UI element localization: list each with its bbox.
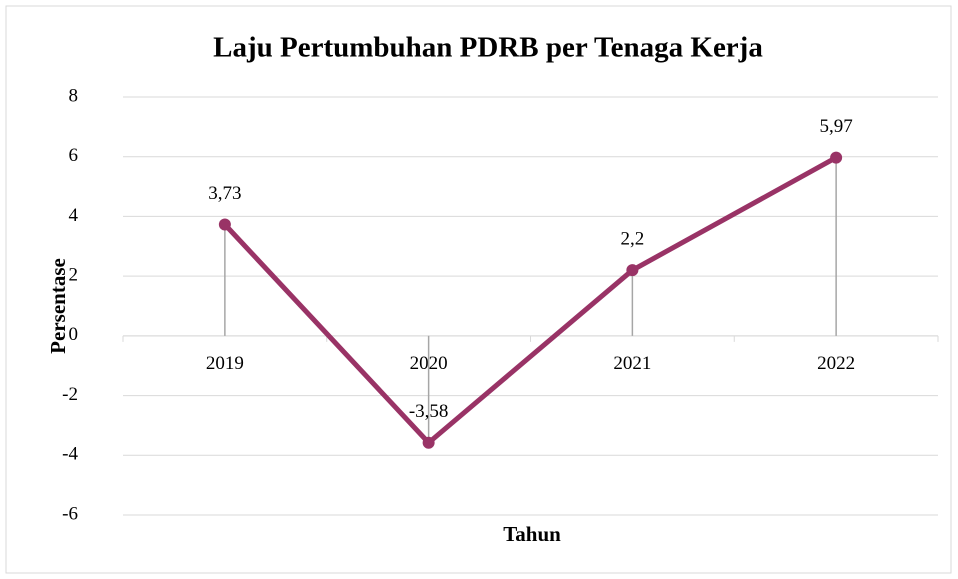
x-tick-label: 2022 (817, 353, 855, 374)
x-axis-title: Tahun (503, 522, 561, 546)
marker (626, 264, 639, 277)
y-tick-label: 0 (69, 324, 79, 345)
y-tick-label: 2 (69, 265, 79, 286)
y-axis-title: Persentase (46, 258, 70, 354)
y-tick-label: -6 (62, 503, 78, 524)
line (223, 155, 838, 446)
y-tick-label: 4 (69, 205, 79, 226)
chart-title: Laju Pertumbuhan PDRB per Tenaga Kerja (213, 32, 763, 64)
y-tick-label: -2 (62, 384, 78, 405)
x-tick-label: 2021 (613, 353, 651, 374)
data-label: 5,97 (820, 116, 853, 137)
y-tick-label: -4 (62, 444, 78, 465)
y-tick-label: 6 (69, 145, 79, 166)
data-label: 3,73 (208, 183, 241, 204)
chart-frame (5, 5, 952, 574)
marker (422, 436, 435, 449)
marker (218, 218, 231, 231)
y-tick-label: 8 (69, 85, 79, 106)
x-tick-label: 2019 (206, 353, 244, 374)
marker (830, 151, 843, 164)
data-label: 2,2 (621, 229, 645, 250)
data-label: -3,58 (409, 401, 449, 422)
